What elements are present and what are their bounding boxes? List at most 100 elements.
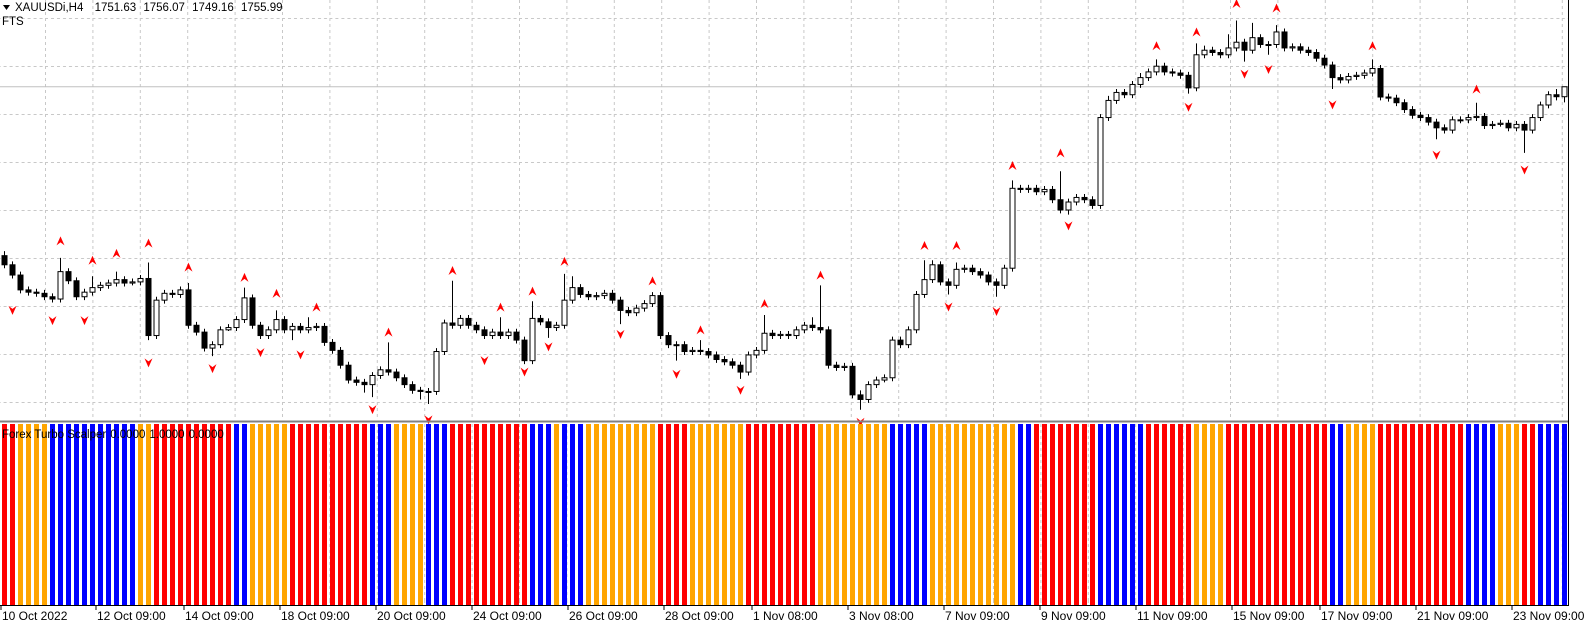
time-label: 20 Oct 09:00 — [377, 609, 446, 623]
candle-body — [1265, 44, 1272, 47]
indicator-bar — [570, 424, 575, 605]
arrow-up — [240, 272, 249, 282]
candle-body — [497, 331, 504, 337]
candle-body — [849, 365, 856, 396]
candle-body — [577, 287, 584, 295]
menu-triangle[interactable] — [3, 5, 10, 10]
candle-body — [721, 359, 728, 363]
indicator-bar — [1386, 424, 1391, 605]
indicator-bar — [474, 424, 479, 605]
indicator-bar — [1242, 424, 1247, 605]
candle-body — [1273, 31, 1280, 46]
candle-body — [1473, 115, 1480, 119]
time-label: 1 Nov 08:00 — [753, 609, 818, 623]
indicator-bar — [290, 424, 295, 605]
candle-body — [569, 287, 576, 301]
indicator-bar — [834, 424, 839, 605]
candle-body — [89, 287, 96, 293]
indicator-bar — [1114, 424, 1119, 605]
arrow-down — [480, 356, 489, 366]
indicator-bar — [1130, 424, 1135, 605]
indicator-bar — [306, 424, 311, 605]
candle-body — [985, 274, 992, 283]
indicator-buffer-value: 1.0000 — [149, 429, 184, 441]
candle-body — [1065, 201, 1072, 211]
arrow-up — [56, 236, 65, 246]
candle-body — [1185, 74, 1192, 89]
time-label: 24 Oct 09:00 — [473, 609, 542, 623]
indicator-bar — [810, 424, 815, 605]
symbol: XAUUSDi,H4 — [15, 2, 84, 14]
candle-body — [1073, 196, 1080, 203]
indicator-bar — [1154, 424, 1159, 605]
indicator-bar — [434, 424, 439, 605]
indicator-bar — [482, 424, 487, 605]
indicator-bar — [394, 424, 399, 605]
candle-body — [1329, 64, 1336, 79]
arrow-down — [1240, 69, 1249, 79]
indicator-bar — [762, 424, 767, 605]
indicator-bar — [546, 424, 551, 605]
candle-body — [1545, 94, 1552, 106]
indicator-bar — [586, 424, 591, 605]
indicator-bar — [858, 424, 863, 605]
indicator-bar — [554, 424, 559, 605]
candle-body — [1209, 49, 1216, 54]
indicator-bar — [386, 424, 391, 605]
candle-body — [1137, 77, 1144, 85]
indicator-bar — [1314, 424, 1319, 605]
indicator-bar — [42, 424, 47, 605]
arrow-up — [312, 302, 321, 312]
indicator-bar — [786, 424, 791, 605]
indicator-bar — [1546, 424, 1551, 605]
candle-body — [265, 329, 272, 337]
time-label: 21 Nov 09:00 — [1417, 609, 1489, 623]
candle-body — [297, 325, 304, 331]
candle-body — [777, 333, 784, 337]
candle-body — [633, 307, 640, 314]
arrow-down — [80, 316, 89, 326]
arrow-up — [696, 325, 705, 335]
candle-body — [897, 339, 904, 346]
close-value: 1755.99 — [241, 2, 283, 14]
candle-body — [233, 319, 240, 329]
candle-body — [97, 284, 104, 289]
indicator-bar — [986, 424, 991, 605]
candle-body — [289, 325, 296, 331]
indicator-bar — [562, 424, 567, 605]
indicator-bar — [250, 424, 255, 605]
candle-body — [713, 354, 720, 361]
arrow-up — [272, 288, 281, 298]
candle-body — [793, 329, 800, 337]
arrow-down — [296, 350, 305, 360]
time-label: 28 Oct 09:00 — [665, 609, 734, 623]
candle-body — [1217, 52, 1224, 56]
arrow-up — [1152, 41, 1161, 51]
candle-body — [433, 351, 440, 392]
indicator-bar — [458, 424, 463, 605]
candle-body — [1409, 109, 1416, 116]
candle-body — [1345, 75, 1352, 81]
indicator-bar — [210, 424, 215, 605]
candle-body — [465, 317, 472, 326]
candle-body — [49, 296, 56, 300]
indicator-bar — [1010, 424, 1015, 605]
candle-body — [1369, 67, 1376, 74]
candle-body — [1225, 47, 1232, 56]
time-label: 26 Oct 09:00 — [569, 609, 638, 623]
indicator-bar — [2, 424, 7, 605]
indicator-bar — [714, 424, 719, 605]
indicator-bar — [906, 424, 911, 605]
candle-body — [1513, 123, 1520, 129]
time-label: 23 Nov 09:00 — [1513, 609, 1585, 623]
indicator-bar — [826, 424, 831, 605]
indicator-bar — [1034, 424, 1039, 605]
candle-body — [9, 264, 16, 276]
candle-body — [177, 289, 184, 295]
candle-body — [321, 325, 328, 343]
candle-body — [1105, 99, 1112, 119]
indicator-bar — [1482, 424, 1487, 605]
indicator-bar — [1226, 424, 1231, 605]
candle-body — [1161, 65, 1168, 73]
candle-body — [1497, 122, 1504, 125]
